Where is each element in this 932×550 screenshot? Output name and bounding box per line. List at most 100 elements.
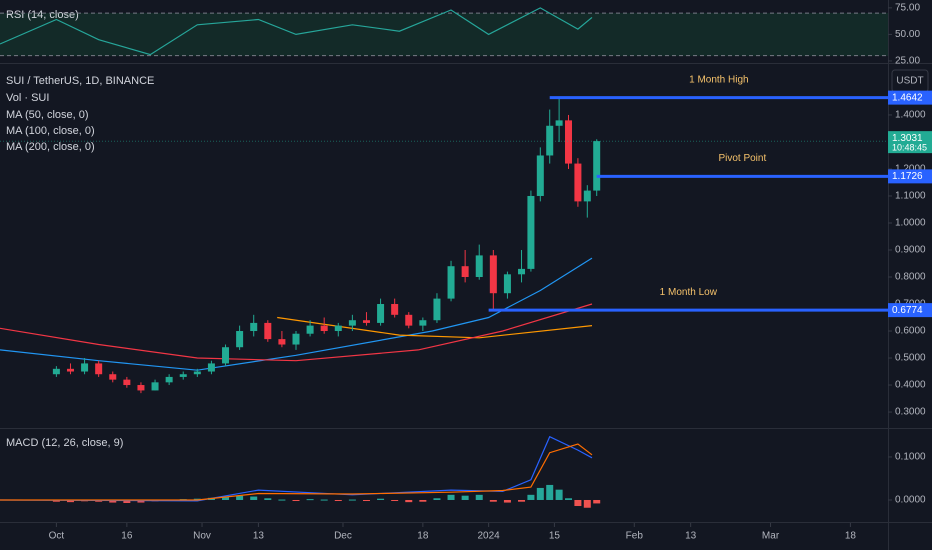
- candle-body: [433, 298, 441, 321]
- histogram-bar: [419, 499, 427, 502]
- candle-body: [555, 120, 563, 126]
- x-tick-label: 13: [253, 531, 265, 542]
- rsi-line: [0, 7, 593, 56]
- candle-body: [518, 268, 526, 275]
- candle-body: [264, 322, 272, 340]
- candle-body: [489, 255, 497, 294]
- level-name: 1 Month Low: [660, 287, 718, 298]
- candle-body: [334, 325, 342, 332]
- histogram-bar: [264, 498, 272, 500]
- level-label: 1.1726: [892, 171, 923, 182]
- legend-entry: MA (100, close, 0): [6, 125, 95, 137]
- candle-body: [447, 266, 455, 299]
- histogram-bar: [536, 487, 544, 500]
- candle-body: [574, 163, 582, 202]
- candle-body: [583, 190, 591, 202]
- histogram-bar: [193, 498, 201, 500]
- histogram-bar: [66, 499, 74, 503]
- x-tick-label: Nov: [193, 531, 211, 542]
- macd-line: [0, 443, 593, 501]
- candle-body: [222, 347, 230, 364]
- legend-entry: MA (50, close, 0): [6, 109, 89, 121]
- histogram-bar: [348, 499, 356, 501]
- candle-body: [109, 374, 117, 380]
- y-tick-label: 1.1000: [895, 191, 926, 202]
- candle-body: [278, 339, 286, 345]
- moving-average: [0, 303, 593, 362]
- macd-title: MACD (12, 26, close, 9): [6, 437, 123, 449]
- histogram-bar: [222, 496, 230, 500]
- histogram-bar: [391, 499, 399, 501]
- histogram-bar: [574, 499, 582, 507]
- price-box: [888, 131, 932, 154]
- level-box: [888, 169, 932, 184]
- x-tick-label: Oct: [49, 531, 65, 542]
- histogram-bar: [546, 484, 554, 500]
- candle-body: [306, 325, 314, 334]
- y-tick-label: 75.00: [895, 2, 920, 13]
- main-title: SUI / TetherUS, 1D, BINANCE: [6, 75, 154, 87]
- candle-body: [391, 304, 399, 315]
- candle-body: [503, 274, 511, 294]
- histogram-bar: [565, 498, 573, 500]
- candle-body: [165, 376, 173, 383]
- candle-body: [320, 325, 328, 332]
- histogram-bar: [334, 499, 342, 501]
- candle-body: [151, 382, 159, 391]
- y-tick-label: 0.1000: [895, 452, 926, 463]
- price-label: 1.3031: [892, 133, 923, 144]
- candle-body: [179, 374, 187, 377]
- histogram-bar: [461, 495, 469, 500]
- x-tick-label: Dec: [334, 531, 352, 542]
- histogram-bar: [475, 494, 483, 500]
- level-name: Pivot Point: [718, 153, 766, 164]
- histogram-bar: [377, 498, 385, 500]
- y-tick-label: 0.6000: [895, 326, 926, 337]
- legend-entry: MA (200, close, 0): [6, 141, 95, 153]
- candle-body: [292, 333, 300, 345]
- histogram-bar: [109, 499, 117, 503]
- y-tick-label: 0.8000: [895, 272, 926, 283]
- histogram-bar: [292, 499, 300, 501]
- y-tick-label: 1.2000: [895, 164, 926, 175]
- histogram-bar: [433, 498, 441, 500]
- histogram-bar: [527, 494, 535, 500]
- y-tick-label: 1.4000: [895, 110, 926, 121]
- histogram-bar: [405, 499, 413, 503]
- candle-body: [475, 255, 483, 278]
- histogram-bar: [593, 499, 601, 504]
- histogram-bar: [362, 499, 370, 501]
- candle-body: [565, 120, 573, 164]
- y-tick-label: 1.0000: [895, 218, 926, 229]
- x-tick-label: 18: [417, 531, 429, 542]
- x-tick-label: 16: [121, 531, 133, 542]
- histogram-bar: [518, 499, 526, 502]
- y-tick-label: 0.0000: [895, 495, 926, 506]
- x-tick-label: Feb: [626, 531, 644, 542]
- candle-body: [52, 368, 60, 375]
- x-tick-label: Mar: [762, 531, 780, 542]
- histogram-bar: [320, 499, 328, 501]
- histogram-bar: [236, 495, 244, 500]
- histogram-bar: [489, 499, 497, 502]
- candle-body: [405, 314, 413, 326]
- y-tick-label: 0.4000: [895, 380, 926, 391]
- histogram-bar: [306, 499, 314, 501]
- candle-body: [362, 320, 370, 323]
- x-tick-label: 2024: [478, 531, 501, 542]
- x-tick-label: 13: [685, 531, 697, 542]
- histogram-bar: [278, 499, 286, 501]
- candle-body: [348, 320, 356, 326]
- histogram-bar: [503, 499, 511, 503]
- candle-body: [95, 363, 103, 375]
- rsi-title: RSI (14, close): [6, 9, 79, 21]
- level-name: 1 Month High: [689, 74, 748, 85]
- moving-average: [0, 257, 593, 371]
- currency-label[interactable]: USDT: [896, 76, 923, 87]
- candle-body: [81, 363, 89, 372]
- histogram-bar: [555, 489, 563, 500]
- level-box: [888, 90, 932, 105]
- histogram-bar: [137, 499, 145, 503]
- y-tick-label: 0.5000: [895, 353, 926, 364]
- x-tick-label: 15: [549, 531, 561, 542]
